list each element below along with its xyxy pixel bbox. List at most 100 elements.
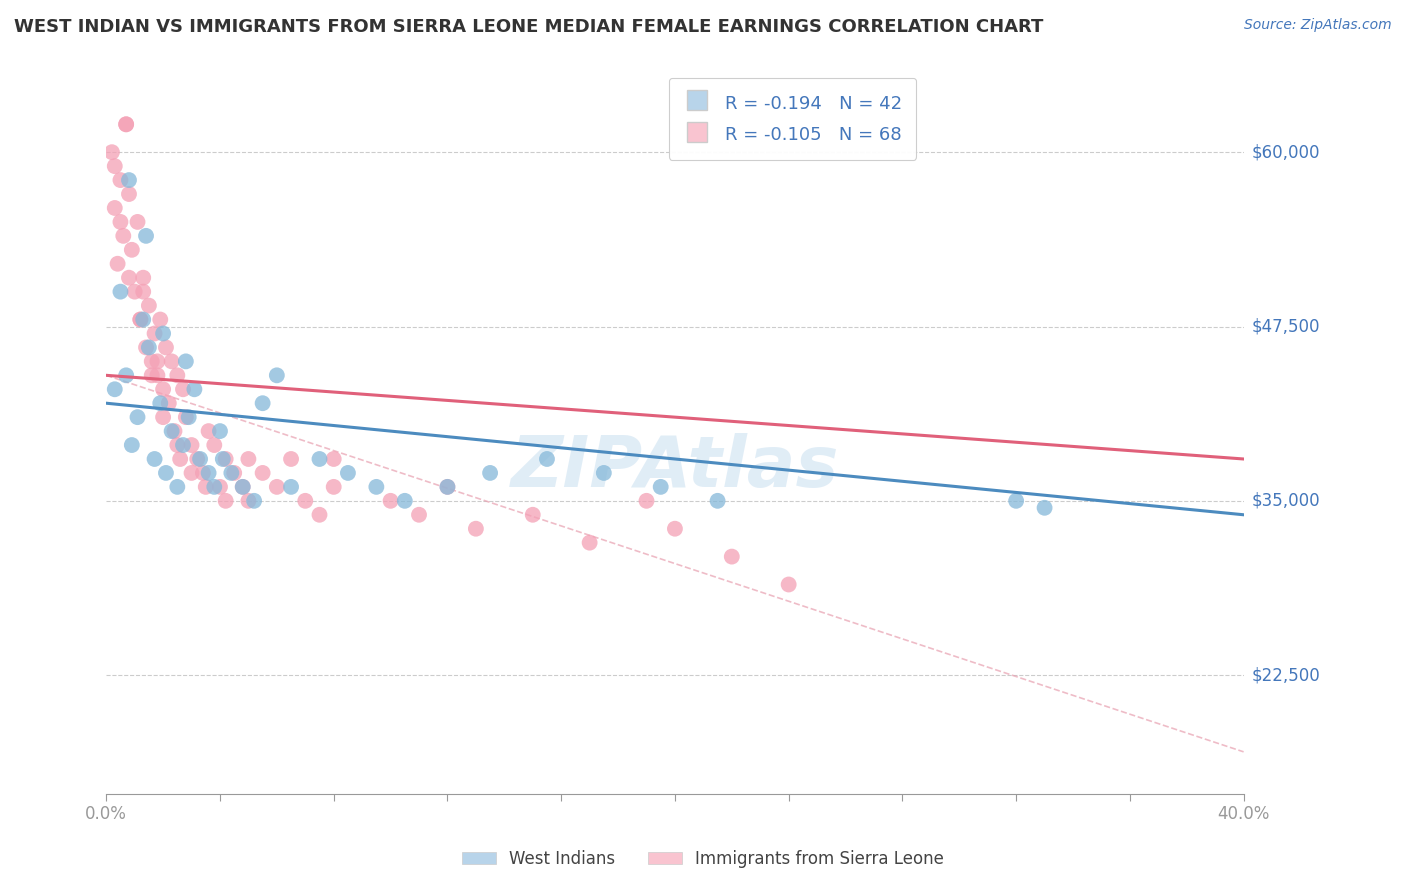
Point	[110, 173, 132, 187]
Point	[135, 340, 157, 354]
Point	[118, 270, 141, 285]
Point	[294, 493, 316, 508]
Point	[118, 173, 141, 187]
Point	[141, 368, 163, 383]
Point	[172, 382, 194, 396]
Point	[706, 493, 728, 508]
Point	[110, 215, 132, 229]
Point	[208, 480, 231, 494]
Point	[436, 480, 458, 494]
Point	[149, 396, 172, 410]
Point	[138, 299, 160, 313]
Point	[232, 480, 254, 494]
Point	[183, 382, 205, 396]
Point	[180, 438, 202, 452]
Point	[197, 466, 219, 480]
Point	[129, 312, 152, 326]
Point	[592, 466, 614, 480]
Point	[155, 340, 177, 354]
Point	[141, 354, 163, 368]
Point	[322, 452, 344, 467]
Point	[664, 522, 686, 536]
Text: ZIPAtlas: ZIPAtlas	[510, 433, 839, 502]
Point	[132, 270, 155, 285]
Point	[160, 424, 183, 438]
Point	[778, 577, 800, 591]
Point	[138, 340, 160, 354]
Point	[380, 493, 402, 508]
Point	[280, 480, 302, 494]
Point	[174, 410, 197, 425]
Point	[394, 493, 416, 508]
Point	[266, 368, 288, 383]
Point	[436, 480, 458, 494]
Point	[366, 480, 388, 494]
Point	[146, 354, 169, 368]
Point	[132, 312, 155, 326]
Point	[174, 354, 197, 368]
Point	[166, 368, 188, 383]
Point	[308, 508, 330, 522]
Point	[214, 493, 236, 508]
Point	[197, 424, 219, 438]
Point	[238, 493, 260, 508]
Text: $60,000: $60,000	[1251, 144, 1320, 161]
Point	[121, 243, 143, 257]
Point	[124, 285, 146, 299]
Point	[1005, 493, 1028, 508]
Point	[104, 382, 127, 396]
Point	[322, 480, 344, 494]
Point	[202, 438, 225, 452]
Point	[110, 285, 132, 299]
Point	[146, 368, 169, 383]
Point	[135, 228, 157, 243]
Text: WEST INDIAN VS IMMIGRANTS FROM SIERRA LEONE MEDIAN FEMALE EARNINGS CORRELATION C: WEST INDIAN VS IMMIGRANTS FROM SIERRA LE…	[14, 18, 1043, 36]
Point	[101, 145, 124, 160]
Point	[115, 117, 138, 131]
Point	[132, 285, 155, 299]
Text: $47,500: $47,500	[1251, 318, 1320, 335]
Point	[104, 201, 127, 215]
Point	[129, 312, 152, 326]
Point	[152, 410, 174, 425]
Point	[191, 466, 214, 480]
Point	[188, 452, 211, 467]
Point	[221, 466, 243, 480]
Point	[143, 452, 166, 467]
Point	[155, 466, 177, 480]
Legend: West Indians, Immigrants from Sierra Leone: West Indians, Immigrants from Sierra Leo…	[456, 844, 950, 875]
Legend: R = -0.194   N = 42, R = -0.105   N = 68: R = -0.194 N = 42, R = -0.105 N = 68	[669, 78, 917, 160]
Point	[107, 257, 129, 271]
Point	[336, 466, 359, 480]
Point	[163, 424, 186, 438]
Point	[160, 354, 183, 368]
Point	[115, 368, 138, 383]
Point	[252, 466, 274, 480]
Point	[143, 326, 166, 341]
Point	[224, 466, 246, 480]
Point	[266, 480, 288, 494]
Point	[127, 215, 149, 229]
Point	[157, 396, 180, 410]
Point	[408, 508, 430, 522]
Point	[211, 452, 233, 467]
Point	[232, 480, 254, 494]
Text: $35,000: $35,000	[1251, 491, 1320, 510]
Point	[650, 480, 672, 494]
Point	[578, 535, 600, 549]
Text: Source: ZipAtlas.com: Source: ZipAtlas.com	[1244, 18, 1392, 32]
Point	[280, 452, 302, 467]
Point	[186, 452, 208, 467]
Point	[208, 424, 231, 438]
Point	[115, 117, 138, 131]
Point	[636, 493, 658, 508]
Point	[169, 452, 191, 467]
Point	[464, 522, 486, 536]
Point	[720, 549, 742, 564]
Point	[112, 228, 135, 243]
Point	[172, 438, 194, 452]
Point	[166, 438, 188, 452]
Point	[180, 466, 202, 480]
Point	[243, 493, 266, 508]
Point	[127, 410, 149, 425]
